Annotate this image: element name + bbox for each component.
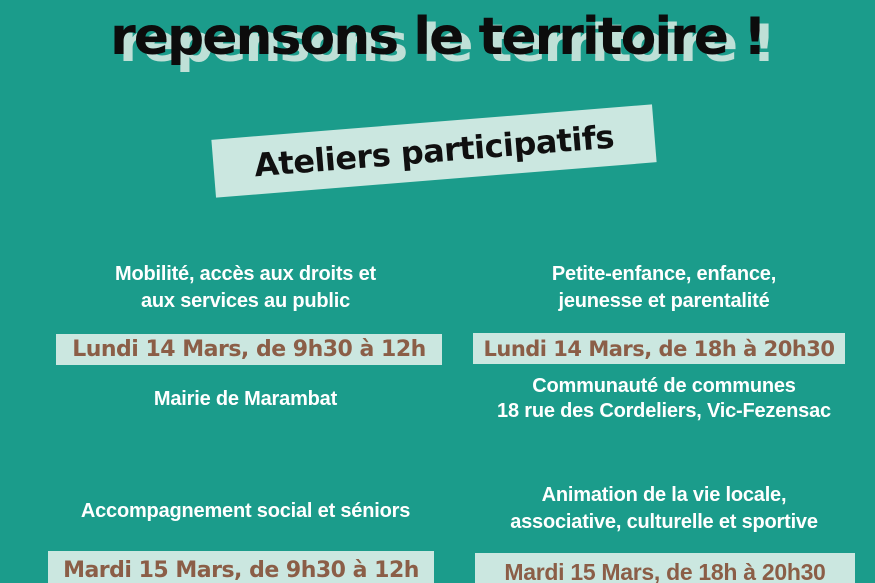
topic-line: associative, culturelle et sportive bbox=[510, 511, 818, 533]
workshop-petite-enfance-location: Communauté de communes 18 rue des Cordel… bbox=[468, 374, 860, 424]
topic-line: jeunesse et parentalité bbox=[558, 290, 770, 312]
subtitle-banner-label: Ateliers participatifs bbox=[252, 117, 616, 185]
workshop-accompagnement-topic: Accompagnement social et séniors bbox=[48, 498, 443, 525]
workshop-mobilite-topic: Mobilité, accès aux droits et aux servic… bbox=[48, 261, 443, 315]
topic-line: Petite-enfance, enfance, bbox=[551, 263, 777, 285]
poster-title: repensons le territoire ! bbox=[110, 7, 767, 67]
topic-line: Accompagnement social et séniors bbox=[80, 500, 411, 522]
workshop-petite-enfance-date-banner: Lundi 14 Mars, de 18h à 20h30 bbox=[473, 333, 845, 364]
workshop-petite-enfance-topic: Petite-enfance, enfance, jeunesse et par… bbox=[468, 261, 860, 315]
workshop-animation-date-banner: Mardi 15 Mars, de 18h à 20h30 bbox=[475, 553, 855, 583]
location-line: Communauté de communes bbox=[532, 375, 796, 397]
subtitle-banner: Ateliers participatifs bbox=[211, 104, 657, 198]
topic-line: Mobilité, accès aux droits et bbox=[115, 263, 376, 285]
workshop-mobilite-date-banner: Lundi 14 Mars, de 9h30 à 12h bbox=[56, 334, 442, 365]
location-line: Mairie de Marambat bbox=[153, 388, 338, 410]
workshop-mobilite-location: Mairie de Marambat bbox=[48, 387, 443, 412]
workshop-accompagnement-date-banner: Mardi 15 Mars, de 9h30 à 12h bbox=[48, 551, 434, 583]
topic-line: aux services au public bbox=[140, 290, 351, 312]
workshop-animation-topic: Animation de la vie locale, associative,… bbox=[468, 482, 860, 536]
topic-line: Animation de la vie locale, bbox=[541, 484, 787, 506]
location-line: 18 rue des Cordeliers, Vic-Fezensac bbox=[497, 400, 831, 422]
